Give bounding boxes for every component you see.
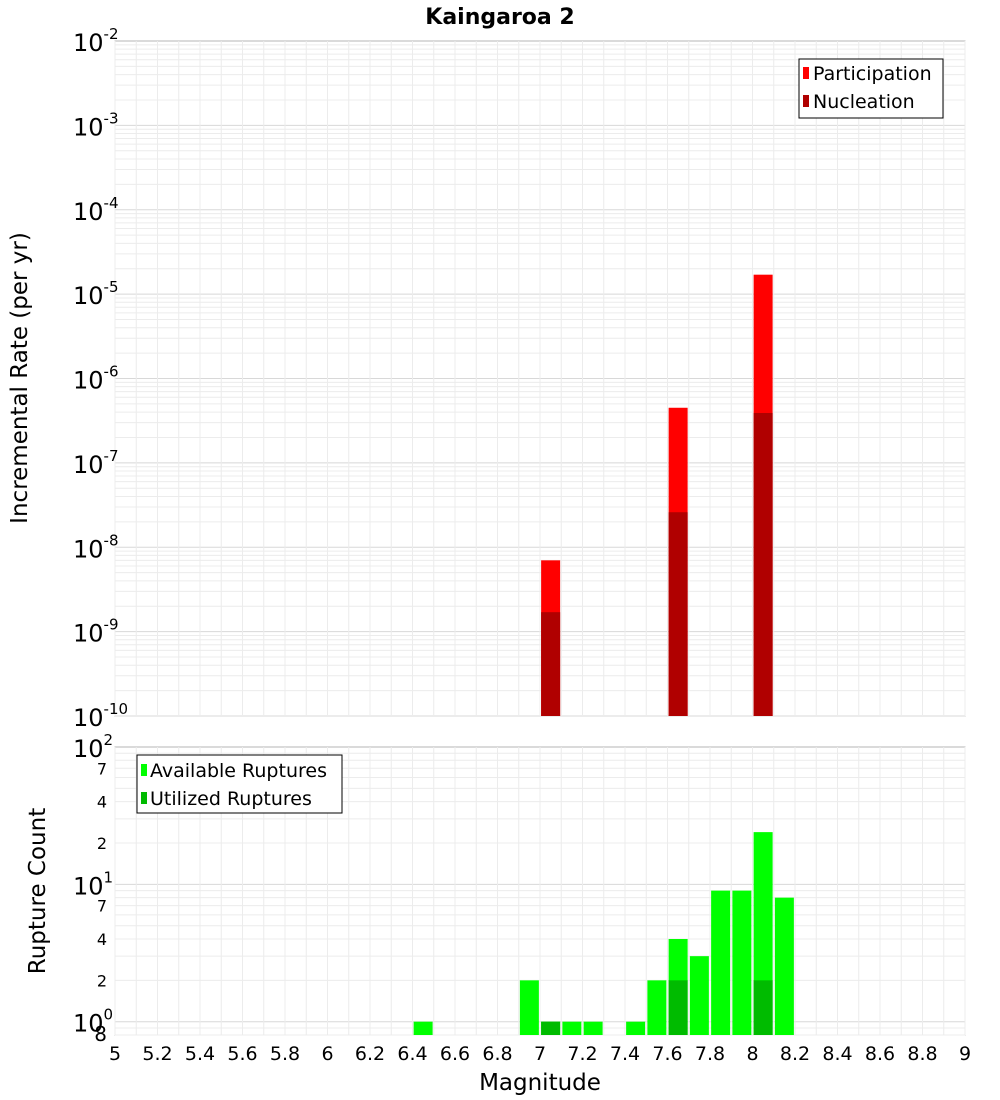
available-ruptures-legend-label: Available Ruptures <box>150 760 327 782</box>
top-y-tick-label: 10-4 <box>73 194 119 226</box>
available-ruptures-bar <box>689 956 709 1035</box>
available-ruptures-bar <box>562 1021 582 1035</box>
top-y-axis-label: Incremental Rate (per yr) <box>7 232 33 524</box>
top-y-tick-label: 10-2 <box>73 25 119 57</box>
top-y-tick-label: 10-9 <box>73 616 119 648</box>
x-tick-labels: 5 5.2 5.4 5.6 5.8 6 6.2 6.4 6.6 6.8 7 7.2 7.4 7.6 7.8 8… <box>109 1043 971 1065</box>
x-tick-label: 8.2 <box>780 1043 810 1065</box>
x-tick-label: 7 <box>534 1043 546 1065</box>
x-tick-label: 7.4 <box>610 1043 640 1065</box>
bottom-legend: Available Ruptures Utilized Ruptures <box>136 754 343 814</box>
x-tick-label: 7.6 <box>652 1043 682 1065</box>
bottom-bars <box>413 832 794 1035</box>
available-ruptures-bar <box>732 890 752 1035</box>
top-y-tick-label: 10-8 <box>73 531 119 563</box>
x-tick-label: 7.2 <box>567 1043 597 1065</box>
top-y-tick-label: 10-7 <box>73 447 119 479</box>
x-tick-label: 6.4 <box>397 1043 427 1065</box>
chart-title: Kaingaroa 2 <box>425 5 574 30</box>
nucleation-legend-swatch <box>803 95 809 107</box>
x-tick-label: 7.8 <box>695 1043 725 1065</box>
available-ruptures-bar <box>583 1021 603 1035</box>
top-bars <box>541 274 773 716</box>
nucleation-legend-label: Nucleation <box>813 91 915 113</box>
bottom-y-axis-label: Rupture Count <box>25 808 51 974</box>
nucleation-bar <box>541 612 561 716</box>
bottom-y-tick-labels: 102 101 100 7 4 2 7 4 2 8 <box>73 731 113 1046</box>
top-y-tick-label: 10-6 <box>73 363 119 395</box>
x-tick-label: 5 <box>109 1043 121 1065</box>
x-axis-label: Magnitude <box>479 1070 601 1096</box>
bottom-y-major-tick-label: 102 <box>73 731 113 763</box>
available-ruptures-bar <box>774 897 794 1035</box>
x-tick-label: 5.4 <box>185 1043 215 1065</box>
x-tick-label: 8.4 <box>822 1043 852 1065</box>
x-tick-label: 6.6 <box>440 1043 470 1065</box>
bottom-legend-box <box>136 754 343 814</box>
bottom-y-minor-tick-label: 4 <box>97 930 107 949</box>
bottom-y-major-tick-label: 100 <box>73 1006 113 1038</box>
x-tick-label: 5.8 <box>270 1043 300 1065</box>
bottom-gridlines <box>114 747 966 1036</box>
nucleation-bar <box>753 413 773 716</box>
utilized-ruptures-bar <box>753 980 773 1035</box>
top-y-tick-label: 10-5 <box>73 278 119 310</box>
bottom-y-minor-tick-label: 2 <box>97 834 107 853</box>
bottom-y-minor-tick-label: 2 <box>97 971 107 990</box>
bottom-y-minor-tick-label: 4 <box>97 793 107 812</box>
x-tick-label: 8.6 <box>865 1043 895 1065</box>
available-ruptures-bar <box>519 980 539 1035</box>
x-tick-label: 8 <box>746 1043 758 1065</box>
x-tick-label: 5.2 <box>142 1043 172 1065</box>
x-tick-label: 6.2 <box>355 1043 385 1065</box>
available-ruptures-legend-swatch <box>141 764 147 776</box>
x-tick-label: 9 <box>959 1043 971 1065</box>
top-legend: Participation Nucleation <box>798 58 944 119</box>
x-tick-label: 8.8 <box>907 1043 937 1065</box>
top-y-tick-label: 10-3 <box>73 109 119 141</box>
bottom-y-minor-tick-label: 7 <box>97 759 107 778</box>
available-ruptures-bar <box>647 980 667 1035</box>
top-legend-box <box>798 58 944 119</box>
bottom-y-minor-tick-label: 8 <box>94 1022 107 1046</box>
utilized-ruptures-legend-swatch <box>141 792 147 804</box>
x-tick-label: 5.6 <box>227 1043 257 1065</box>
x-tick-label: 6.8 <box>482 1043 512 1065</box>
utilized-ruptures-bar <box>541 1021 561 1035</box>
nucleation-bar <box>668 512 688 716</box>
available-ruptures-bar <box>711 890 731 1035</box>
top-gridlines <box>114 41 966 717</box>
top-y-tick-labels: 10-10 10-9 10-8 10-7 10-6 10-5 10-4 10-3 10-2 <box>73 25 128 732</box>
bottom-y-major-tick-label: 101 <box>73 868 113 900</box>
available-ruptures-bar <box>413 1021 433 1035</box>
utilized-ruptures-bar <box>668 980 688 1035</box>
utilized-ruptures-legend-label: Utilized Ruptures <box>150 788 312 810</box>
top-y-tick-label: 10-10 <box>73 700 128 732</box>
participation-legend-swatch <box>803 67 809 79</box>
available-ruptures-bar <box>626 1021 646 1035</box>
bottom-y-minor-tick-label: 7 <box>97 897 107 916</box>
participation-legend-label: Participation <box>813 63 932 85</box>
x-tick-label: 6 <box>321 1043 333 1065</box>
